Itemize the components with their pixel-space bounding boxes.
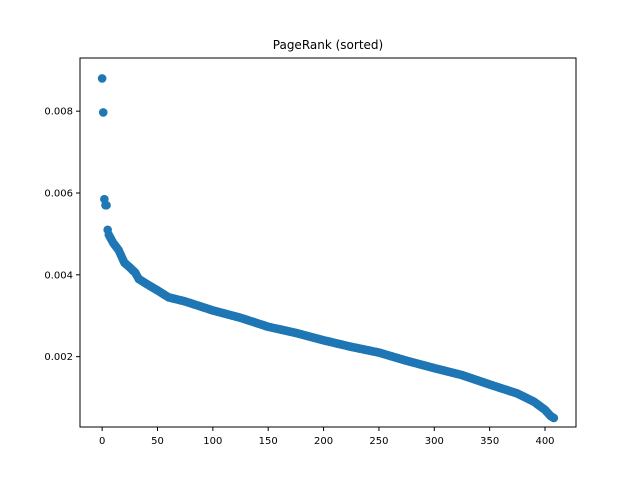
plot-frame [79, 57, 577, 428]
y-tick-label: 0.008 [44, 107, 73, 118]
x-tick-label: 400 [535, 436, 554, 447]
data-points [97, 74, 559, 423]
x-tick-label: 200 [314, 436, 333, 447]
data-point [549, 413, 559, 423]
y-tick-label: 0.006 [44, 189, 73, 200]
data-point [102, 200, 111, 210]
y-axis: 0.002 0.004 0.006 0.008 [44, 107, 80, 363]
x-tick-label: 300 [425, 436, 444, 447]
x-axis: 0 50 100 150 200 250 300 350 400 [99, 427, 555, 447]
x-tick-label: 150 [259, 436, 278, 447]
x-tick-label: 50 [151, 436, 164, 447]
data-point [97, 74, 107, 83]
x-tick-label: 250 [369, 436, 388, 447]
x-tick-label: 0 [99, 436, 105, 447]
x-tick-label: 100 [203, 436, 222, 447]
data-point [98, 108, 108, 117]
y-tick-label: 0.002 [44, 352, 73, 363]
chart-title: PageRank (sorted) [273, 38, 383, 52]
y-tick-label: 0.004 [44, 270, 73, 281]
x-tick-label: 350 [480, 436, 499, 447]
